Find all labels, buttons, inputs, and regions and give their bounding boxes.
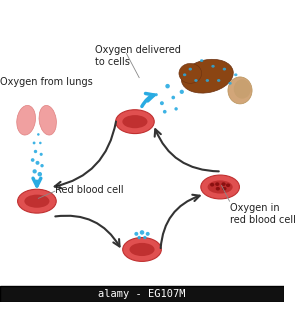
Ellipse shape xyxy=(146,232,150,236)
Text: Oxygen delivered
to cells: Oxygen delivered to cells xyxy=(95,45,181,68)
Ellipse shape xyxy=(39,142,41,144)
Ellipse shape xyxy=(217,79,221,82)
Ellipse shape xyxy=(174,107,178,111)
Ellipse shape xyxy=(140,230,144,235)
Ellipse shape xyxy=(34,150,37,153)
Ellipse shape xyxy=(143,236,147,239)
Ellipse shape xyxy=(33,169,37,173)
Ellipse shape xyxy=(24,195,49,208)
Ellipse shape xyxy=(38,172,42,176)
Ellipse shape xyxy=(40,153,43,156)
Ellipse shape xyxy=(210,183,214,187)
Ellipse shape xyxy=(211,65,215,68)
Ellipse shape xyxy=(201,175,239,199)
Ellipse shape xyxy=(206,79,209,82)
Ellipse shape xyxy=(123,237,161,261)
Ellipse shape xyxy=(223,68,226,70)
Ellipse shape xyxy=(194,79,198,82)
Ellipse shape xyxy=(228,77,252,104)
Ellipse shape xyxy=(234,73,238,76)
Text: Red blood cell: Red blood cell xyxy=(56,185,124,195)
Ellipse shape xyxy=(183,73,186,76)
Ellipse shape xyxy=(155,93,158,96)
Ellipse shape xyxy=(17,105,35,135)
Ellipse shape xyxy=(165,84,170,88)
Ellipse shape xyxy=(226,183,230,187)
Ellipse shape xyxy=(35,161,39,165)
Ellipse shape xyxy=(160,101,164,105)
Text: Oxygen in
red blood cell: Oxygen in red blood cell xyxy=(230,203,296,225)
Ellipse shape xyxy=(33,141,35,144)
Ellipse shape xyxy=(180,90,184,94)
Ellipse shape xyxy=(208,180,233,194)
Ellipse shape xyxy=(116,110,154,133)
Ellipse shape xyxy=(216,187,220,190)
Ellipse shape xyxy=(222,187,227,190)
Ellipse shape xyxy=(122,115,148,128)
Ellipse shape xyxy=(200,59,203,62)
FancyBboxPatch shape xyxy=(0,286,284,302)
Ellipse shape xyxy=(171,96,175,99)
Ellipse shape xyxy=(37,133,40,136)
Ellipse shape xyxy=(181,59,233,93)
Ellipse shape xyxy=(18,189,56,213)
Ellipse shape xyxy=(163,110,167,114)
Ellipse shape xyxy=(134,232,138,236)
Ellipse shape xyxy=(138,236,141,239)
Ellipse shape xyxy=(221,182,226,186)
Ellipse shape xyxy=(129,243,155,256)
Ellipse shape xyxy=(228,82,232,85)
Ellipse shape xyxy=(188,68,192,70)
Ellipse shape xyxy=(234,79,251,99)
Ellipse shape xyxy=(179,63,202,83)
Text: Oxygen from lungs: Oxygen from lungs xyxy=(0,77,93,87)
Ellipse shape xyxy=(31,158,34,162)
Ellipse shape xyxy=(40,164,44,167)
Ellipse shape xyxy=(215,182,219,186)
Ellipse shape xyxy=(39,105,56,135)
Text: alamy - EG107M: alamy - EG107M xyxy=(98,289,186,299)
